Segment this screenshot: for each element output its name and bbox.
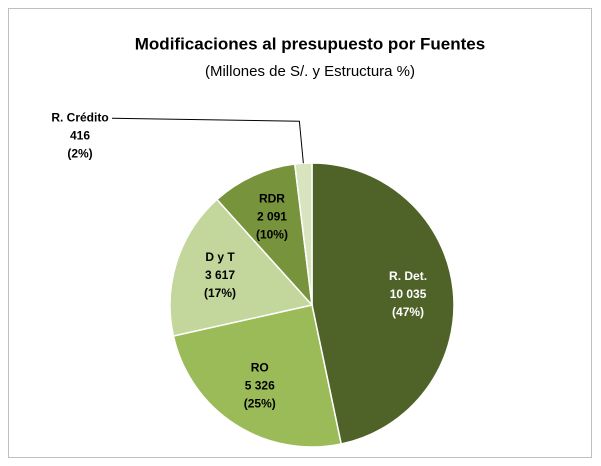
- data-label: (25%): [244, 396, 276, 410]
- data-label: 416: [70, 128, 90, 142]
- data-label: (47%): [392, 305, 424, 319]
- data-label: (17%): [204, 286, 236, 300]
- data-label: 5 326: [245, 378, 275, 392]
- data-label: RO: [251, 360, 269, 374]
- data-label: R. Crédito: [51, 110, 108, 124]
- data-label: RDR: [259, 191, 285, 205]
- data-label: 10 035: [390, 287, 427, 301]
- data-label: D y T: [205, 250, 235, 264]
- chart-title: Modificaciones al presupuesto por Fuente…: [135, 34, 485, 53]
- data-label: 2 091: [257, 209, 287, 223]
- data-label: (10%): [256, 227, 288, 241]
- pie-slice: [293, 162, 313, 306]
- pie-slice: [169, 198, 314, 337]
- data-label: 3 617: [205, 268, 235, 282]
- leader-line: [111, 117, 304, 164]
- data-label: (2%): [67, 146, 92, 160]
- pie-slice: [215, 163, 314, 308]
- pie-slice: [172, 304, 343, 448]
- chart-subtitle: (Millones de S/. y Estructura %): [205, 63, 415, 80]
- data-label: R. Det.: [389, 269, 427, 283]
- pie-slice: [311, 162, 455, 445]
